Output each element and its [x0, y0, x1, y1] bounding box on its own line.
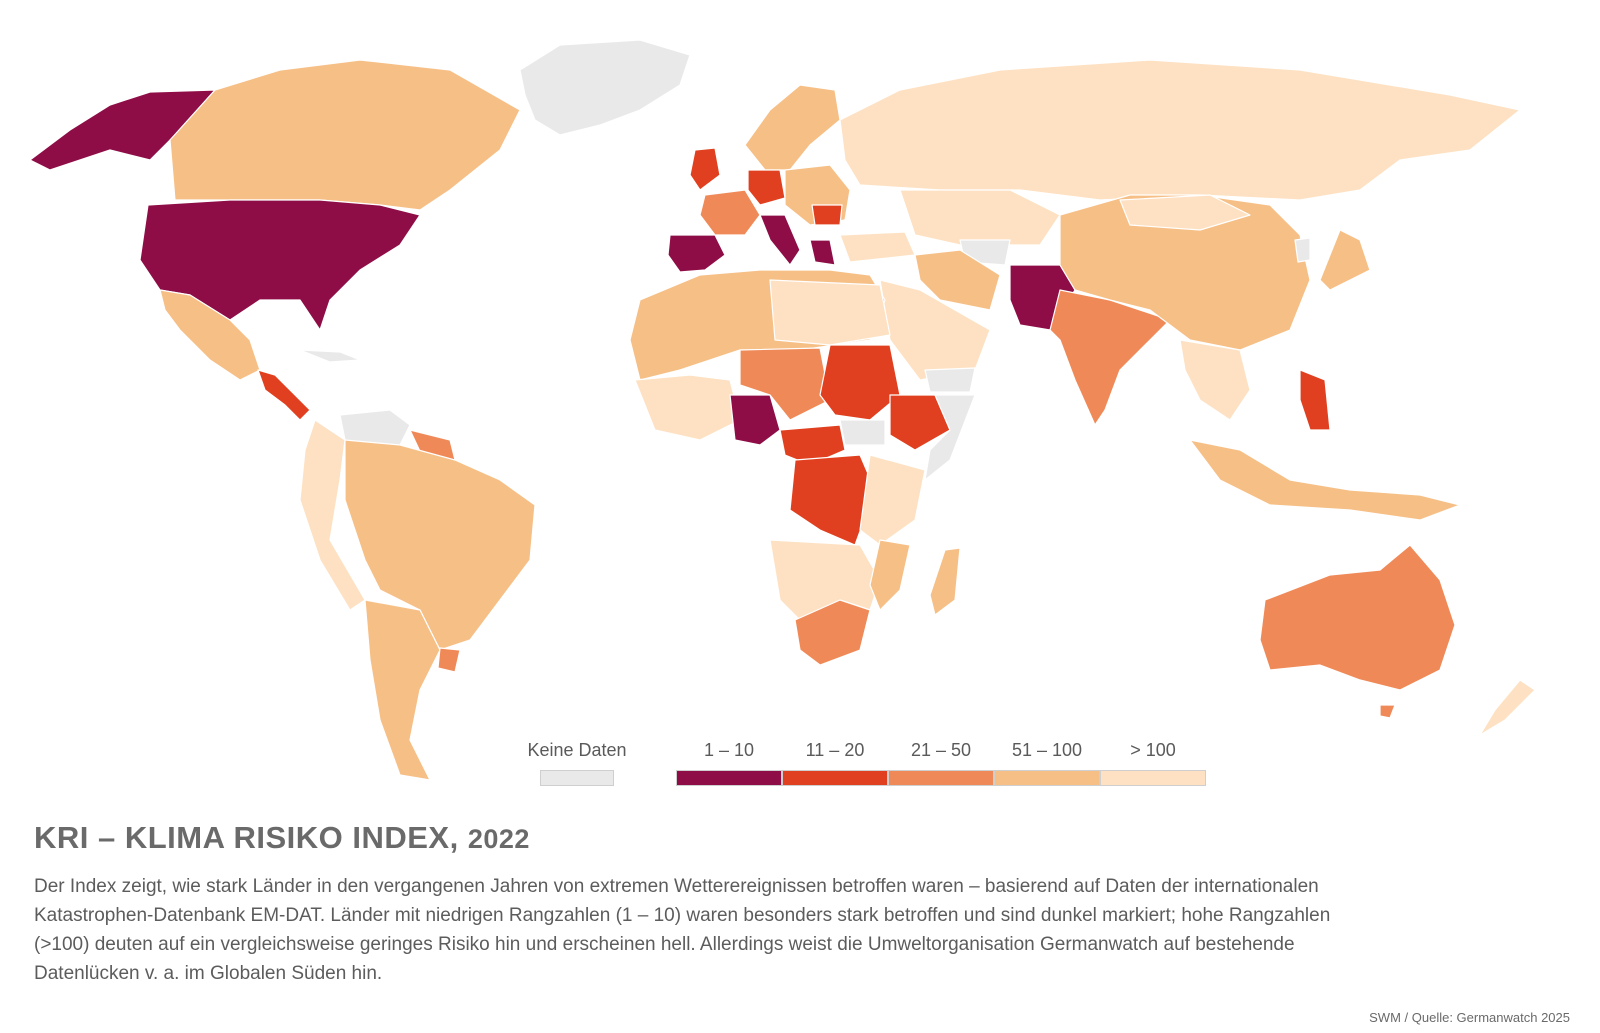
sudan: [819, 344, 901, 421]
title-text: KRI – KLIMA RISIKO INDEX,: [34, 820, 459, 855]
romania: [811, 204, 843, 226]
philippines: [1299, 369, 1331, 431]
iberia: [667, 234, 726, 273]
mozambique: [869, 539, 911, 611]
korea: [1294, 237, 1311, 263]
turkey: [839, 231, 916, 263]
legend-label-4: 51 – 100: [1011, 740, 1083, 760]
legend-label-1: 1 – 10: [703, 740, 755, 760]
uk: [689, 147, 721, 191]
madagascar: [929, 547, 961, 616]
australia: [1259, 544, 1456, 691]
description: Der Index zeigt, wie stark Länder in den…: [34, 876, 1331, 984]
ethiopia: [889, 394, 951, 451]
mexico: [159, 289, 261, 381]
legend-label-3: 21 – 50: [910, 740, 972, 760]
legend-swatch-3: [888, 770, 994, 786]
legend-swatch-5: [1100, 770, 1206, 786]
canada: [169, 59, 521, 211]
mongolia: [1119, 194, 1251, 231]
page-title: KRI – KLIMA RISIKO INDEX, 2022: [34, 820, 530, 856]
colombia-peru: [299, 419, 366, 611]
se-asia: [1179, 339, 1251, 421]
france: [699, 189, 761, 236]
title-year: 2022: [467, 824, 530, 854]
central-america: [257, 369, 311, 421]
germany: [747, 169, 786, 206]
world-map: [29, 39, 1536, 781]
legend-no-data-swatch: [540, 770, 614, 786]
nigeria: [729, 394, 781, 446]
japan: [1319, 229, 1371, 291]
egypt-libya: [769, 279, 891, 346]
cuba: [299, 349, 361, 363]
brazil: [344, 439, 536, 651]
legend-label-2: 11 – 20: [805, 740, 865, 760]
legend-no-data-label: Keine Daten: [527, 740, 627, 760]
central-asia: [899, 189, 1061, 246]
tasmania: [1379, 704, 1396, 719]
legend-label-5: > 100: [1130, 740, 1176, 760]
argentina: [364, 599, 441, 781]
legend-swatch-1: [676, 770, 782, 786]
italy: [759, 214, 801, 266]
somalia: [924, 394, 976, 481]
uruguay: [437, 647, 461, 673]
russia: [839, 59, 1521, 201]
indonesia: [1189, 439, 1461, 521]
india: [1049, 289, 1171, 426]
east-africa: [859, 454, 926, 546]
scandinavia: [744, 84, 841, 171]
iran: [914, 249, 1001, 311]
greenland: [519, 39, 691, 136]
legend: Keine Daten 1 – 10 11 – 20 21 – 50 51 – …: [527, 740, 1240, 790]
legend-swatch-4: [994, 770, 1100, 786]
source-credit: SWM / Quelle: Germanwatch 2025: [1369, 1010, 1570, 1025]
legend-swatch-2: [782, 770, 888, 786]
yemen: [924, 367, 976, 393]
chad: [739, 347, 831, 421]
south-africa: [794, 599, 871, 666]
south-sudan: [839, 419, 886, 446]
new-zealand: [1479, 679, 1536, 736]
greece: [809, 239, 836, 266]
west-africa: [634, 374, 741, 441]
